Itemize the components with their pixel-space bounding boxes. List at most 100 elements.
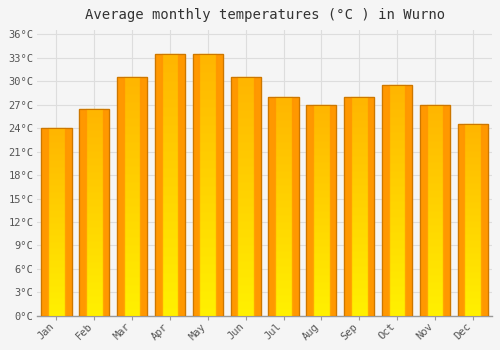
Bar <box>313 161 330 168</box>
Bar <box>48 153 64 160</box>
Bar <box>275 111 292 119</box>
Bar <box>313 259 330 267</box>
Bar <box>458 124 488 316</box>
Bar <box>254 77 261 316</box>
Bar <box>388 177 406 185</box>
Bar <box>313 309 330 316</box>
Bar <box>330 105 336 316</box>
Bar <box>124 308 140 316</box>
Bar <box>48 259 64 266</box>
Bar <box>238 268 254 276</box>
Bar <box>42 128 72 316</box>
Bar <box>426 217 443 224</box>
Bar <box>313 203 330 210</box>
Bar <box>388 116 406 124</box>
Bar <box>351 257 368 265</box>
Bar <box>48 266 64 272</box>
Bar <box>420 105 450 316</box>
Bar <box>200 202 216 211</box>
Bar <box>426 252 443 259</box>
Bar <box>42 128 48 316</box>
Bar <box>200 194 216 202</box>
Bar <box>426 203 443 210</box>
Bar <box>344 97 374 316</box>
Bar <box>238 93 254 101</box>
Bar <box>162 298 178 307</box>
Bar <box>388 285 406 293</box>
Bar <box>238 300 254 308</box>
Bar <box>464 309 481 316</box>
Bar <box>155 54 185 316</box>
Bar <box>162 80 178 89</box>
Bar <box>464 296 481 303</box>
Bar <box>48 272 64 278</box>
Bar <box>162 167 178 176</box>
Bar <box>426 295 443 302</box>
Bar <box>86 108 102 116</box>
Bar <box>200 229 216 237</box>
Bar <box>351 141 368 148</box>
Bar <box>86 171 102 178</box>
Bar <box>124 141 140 149</box>
Bar <box>426 175 443 182</box>
Bar <box>162 194 178 202</box>
Bar <box>79 108 86 316</box>
Bar <box>48 216 64 222</box>
Bar <box>86 212 102 219</box>
Bar <box>426 105 443 112</box>
Bar <box>200 307 216 316</box>
Bar <box>426 224 443 231</box>
Bar <box>275 243 292 250</box>
Bar <box>238 228 254 236</box>
Bar <box>464 137 481 143</box>
Bar <box>426 302 443 309</box>
Bar <box>162 150 178 159</box>
Bar <box>124 220 140 228</box>
Bar <box>48 228 64 235</box>
Bar <box>275 184 292 192</box>
Bar <box>464 124 481 131</box>
Bar <box>313 154 330 161</box>
Bar <box>275 221 292 228</box>
Bar <box>388 208 406 216</box>
Bar <box>238 125 254 133</box>
Bar <box>388 239 406 247</box>
Bar <box>481 124 488 316</box>
Bar <box>275 199 292 206</box>
Bar <box>86 281 102 288</box>
Bar <box>200 150 216 159</box>
Bar <box>306 105 336 316</box>
Bar <box>86 157 102 164</box>
Bar <box>351 126 368 133</box>
Bar <box>162 254 178 264</box>
Bar <box>351 287 368 294</box>
Bar <box>200 97 216 106</box>
Bar <box>124 117 140 125</box>
Bar <box>48 209 64 216</box>
Bar <box>426 196 443 203</box>
Bar <box>48 303 64 309</box>
Bar <box>200 272 216 281</box>
Bar <box>420 105 426 316</box>
Bar <box>48 241 64 247</box>
Bar <box>162 141 178 150</box>
Bar <box>124 109 140 117</box>
Bar <box>388 170 406 177</box>
Bar <box>351 192 368 199</box>
Bar <box>313 288 330 295</box>
Bar <box>388 162 406 170</box>
Bar <box>313 238 330 245</box>
Bar <box>162 281 178 289</box>
Bar <box>230 77 261 316</box>
Bar <box>275 308 292 316</box>
Bar <box>268 97 298 316</box>
Bar <box>200 298 216 307</box>
Bar <box>238 101 254 109</box>
Bar <box>238 212 254 220</box>
Bar <box>48 253 64 259</box>
Bar <box>268 97 298 316</box>
Bar <box>124 284 140 292</box>
Bar <box>275 141 292 148</box>
Bar <box>275 133 292 141</box>
Bar <box>388 139 406 147</box>
